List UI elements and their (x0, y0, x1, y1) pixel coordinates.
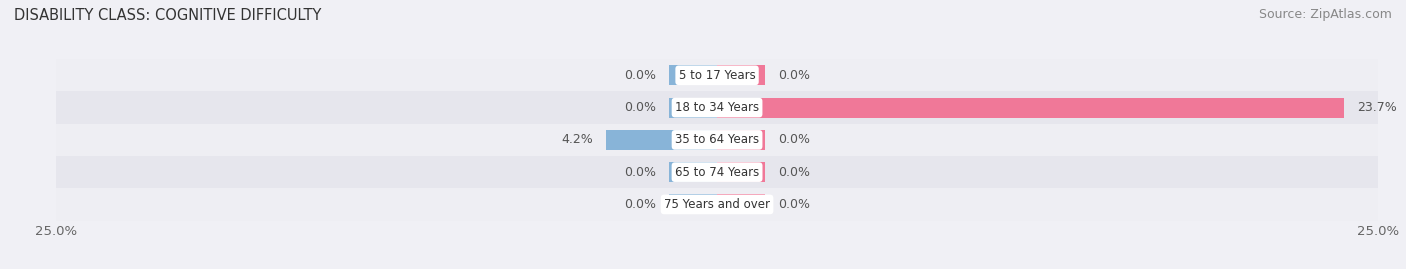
Bar (56, 156, 1378, 188)
Bar (717, 130, 765, 150)
Bar (56, 188, 1378, 221)
Text: 0.0%: 0.0% (624, 166, 657, 179)
Text: 0.0%: 0.0% (624, 101, 657, 114)
Bar (669, 162, 717, 182)
Text: Source: ZipAtlas.com: Source: ZipAtlas.com (1258, 8, 1392, 21)
Text: 65 to 74 Years: 65 to 74 Years (675, 166, 759, 179)
Bar (717, 194, 765, 214)
Bar (606, 130, 717, 150)
Text: 0.0%: 0.0% (778, 198, 810, 211)
Text: 0.0%: 0.0% (778, 166, 810, 179)
Bar (56, 59, 1378, 91)
Bar (669, 65, 717, 85)
Text: 0.0%: 0.0% (624, 198, 657, 211)
Text: 4.2%: 4.2% (561, 133, 593, 146)
Bar (717, 65, 765, 85)
Text: 35 to 64 Years: 35 to 64 Years (675, 133, 759, 146)
Bar (717, 98, 1344, 118)
Text: 18 to 34 Years: 18 to 34 Years (675, 101, 759, 114)
Text: 5 to 17 Years: 5 to 17 Years (679, 69, 755, 82)
Bar (56, 124, 1378, 156)
Text: 0.0%: 0.0% (778, 69, 810, 82)
Bar (669, 194, 717, 214)
Text: 75 Years and over: 75 Years and over (664, 198, 770, 211)
Bar (56, 91, 1378, 124)
Text: 0.0%: 0.0% (624, 69, 657, 82)
Bar (717, 162, 765, 182)
Text: 0.0%: 0.0% (778, 133, 810, 146)
Text: 23.7%: 23.7% (1357, 101, 1396, 114)
Bar (669, 98, 717, 118)
Text: DISABILITY CLASS: COGNITIVE DIFFICULTY: DISABILITY CLASS: COGNITIVE DIFFICULTY (14, 8, 322, 23)
